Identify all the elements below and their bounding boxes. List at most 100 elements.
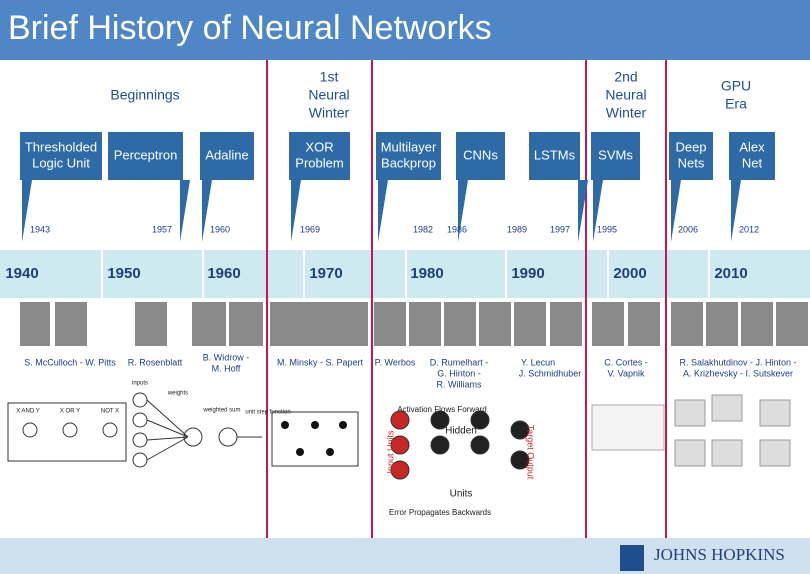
net-node — [510, 420, 530, 440]
callout-label: Adaline — [205, 147, 248, 162]
era-label: 1st — [320, 69, 339, 85]
callout-label: Nets — [678, 155, 705, 170]
callout-label: CNNs — [463, 147, 498, 162]
figure-label: unit step function — [245, 410, 290, 416]
callout-label: Perceptron — [114, 147, 178, 162]
era-label: Era — [725, 96, 747, 112]
year-label: 1997 — [550, 224, 570, 234]
portrait — [409, 302, 441, 346]
decade-label: 1990 — [511, 265, 544, 282]
person-name: M. Hoff — [212, 363, 241, 373]
xor-point — [326, 448, 334, 456]
figure-label: X AND Y — [16, 409, 40, 415]
svm-figure — [591, 404, 665, 451]
decade-label: 2010 — [714, 265, 747, 282]
portrait — [229, 302, 263, 346]
net-node — [470, 435, 490, 455]
callout-label: Multilayer — [381, 139, 437, 154]
person-name: C. Cortes - — [604, 357, 648, 367]
callout-label: XOR — [305, 139, 333, 154]
person-name: J. Schmidhuber — [519, 368, 582, 378]
portrait — [741, 302, 773, 346]
portrait — [444, 302, 476, 346]
xor-point — [296, 448, 304, 456]
figure-label: NOT X — [101, 409, 119, 415]
figure-label: inputs — [132, 381, 148, 387]
person-name: S. McCulloch - W. Pitts — [24, 357, 116, 367]
cnn-figure — [759, 439, 791, 467]
cnn-figure — [674, 439, 706, 467]
callout-label: Thresholded — [25, 139, 97, 154]
era-label: GPU — [721, 78, 751, 94]
person-name: Y. Lecun — [521, 357, 555, 367]
portrait — [270, 302, 368, 346]
era-label: Neural — [605, 87, 646, 103]
year-label: 1995 — [597, 224, 617, 234]
person-name: V. Vapnik — [607, 368, 645, 378]
decade-label: 1940 — [5, 265, 38, 282]
edge — [146, 436, 189, 461]
figure-label: X OR Y — [60, 409, 80, 415]
logo-text: JOHNS HOPKINS — [654, 545, 785, 564]
xor-point — [339, 421, 347, 429]
callout — [20, 132, 102, 242]
era-label: Beginnings — [110, 87, 179, 103]
callout — [529, 132, 588, 242]
portrait — [776, 302, 808, 346]
edge — [146, 399, 189, 438]
net-node — [430, 435, 450, 455]
person-name: R. Salakhutdinov - J. Hinton - — [679, 357, 796, 367]
portrait — [55, 302, 87, 346]
callout-label: SVMs — [598, 147, 633, 162]
portrait — [374, 302, 406, 346]
figure-label: Error Propagates Backwards — [389, 508, 491, 517]
person-name: R. Williams — [437, 379, 482, 389]
slide-title: Brief History of Neural Networks — [8, 9, 492, 47]
year-label: 2006 — [678, 224, 698, 234]
cnn-figure — [711, 439, 743, 467]
callout-label: Problem — [295, 155, 343, 170]
portrait — [592, 302, 624, 346]
portrait — [550, 302, 582, 346]
edge — [146, 419, 189, 438]
decade-label: 1960 — [207, 265, 240, 282]
portrait — [135, 302, 167, 346]
person-name: A. Krizhevsky - I. Sutskever — [683, 368, 793, 378]
edge — [146, 436, 189, 441]
callout-label: Logic Unit — [32, 155, 90, 170]
decade-label: 1950 — [107, 265, 140, 282]
callout — [591, 132, 640, 242]
net-node — [510, 450, 530, 470]
year-label: 1960 — [210, 224, 230, 234]
year-label: 1989 — [507, 224, 527, 234]
figure-label: Units — [450, 489, 473, 500]
footer-band — [0, 538, 810, 574]
net-node — [390, 435, 410, 455]
year-label: 1982 — [413, 224, 433, 234]
net-node — [470, 410, 490, 430]
era-label: Winter — [606, 105, 647, 121]
person-name: R. Rosenblatt — [128, 357, 183, 367]
xor-point — [281, 421, 289, 429]
logo-shield — [620, 545, 644, 571]
figure-label: Input Units — [385, 430, 395, 474]
callout — [108, 132, 190, 242]
tlu-node — [22, 422, 38, 438]
portrait — [479, 302, 511, 346]
year-label: 1943 — [30, 224, 50, 234]
callout — [376, 132, 441, 242]
era-label: Winter — [309, 105, 350, 121]
callout — [456, 132, 505, 242]
figure-label: weights — [167, 391, 188, 397]
tlu-node — [62, 422, 78, 438]
callout — [669, 132, 713, 242]
decade-label: 1980 — [410, 265, 443, 282]
net-node — [390, 460, 410, 480]
callout-label: Net — [742, 155, 763, 170]
xor-point — [311, 421, 319, 429]
tlu-figure — [7, 402, 127, 462]
net-node — [430, 410, 450, 430]
callout — [729, 132, 775, 242]
callout-label: Alex — [739, 139, 765, 154]
